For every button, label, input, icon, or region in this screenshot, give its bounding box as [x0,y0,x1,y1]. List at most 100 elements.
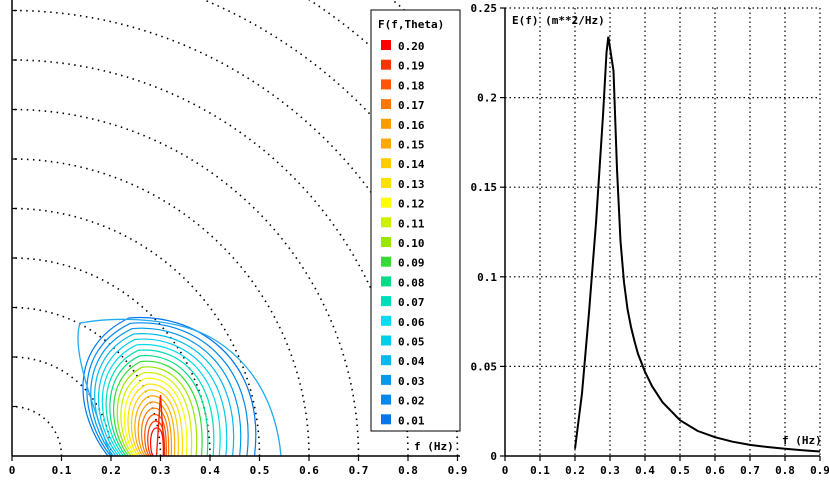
legend-swatch [381,40,391,50]
x-tick-label: 0.1 [530,464,550,477]
x-tick-label: 0.2 [101,464,121,477]
frequency-rings [12,0,460,456]
contour-line [120,371,193,456]
x-tick-label: 0.4 [635,464,655,477]
frequency-spectrum-panel: 0 0.1 0.2 0.3 0.4 0.5 0.6 0.7 0.8 0.9 0 0.05 0.1 0.1… [471,2,829,477]
contour-line [109,355,209,456]
contour-line [134,395,176,456]
frequency-ring [12,356,112,456]
legend-swatch [381,177,391,188]
frequency-ring [12,257,211,456]
legend-label: 0.19 [398,60,425,73]
legend-label: 0.01 [398,414,425,427]
directional-spectrum-panel: 0 0.1 0.2 0.3 0.4 0.5 0.6 0.7 0.8 0.9 f (Hz) F(f,… [9,0,468,477]
legend-label: 0.18 [398,79,425,92]
x-tick-label: 0.6 [299,464,319,477]
legend-swatch [381,256,391,267]
contour-line [101,343,221,456]
x-tick-label: 0.1 [52,464,72,477]
y-tick-label: 0 [490,450,497,463]
x-tick-label: 0.7 [349,464,369,477]
legend-label: 0.06 [398,316,425,329]
left-y-ticks [12,9,17,408]
legend-swatch [381,79,391,90]
x-tick-label: 0.2 [565,464,585,477]
x-tick-label: 0.8 [398,464,418,477]
legend-label: 0.07 [398,296,425,309]
legend-label: 0.11 [398,217,425,230]
y-tick-label: 0.1 [477,271,497,284]
legend-swatch [381,276,391,287]
legend-entries: 0.20 0.19 0.18 0.17 0.16 0.15 0.14 0.13 0.12 0.11… [381,40,425,427]
contour-line [90,327,242,456]
spectrum-series-line [574,36,821,453]
contour-peak [155,394,166,456]
y-tick-label: 0.15 [471,181,498,194]
legend-swatch [381,374,391,385]
left-x-axis-label: f (Hz) [414,440,454,453]
legend-swatch [381,99,391,110]
y-tick-label: 0.05 [471,360,498,373]
legend-swatch [381,217,391,228]
x-tick-label: 0 [502,464,509,477]
legend-swatch [381,118,391,129]
legend-title: F(f,Theta) [378,18,444,31]
x-tick-label: 0.8 [775,464,795,477]
legend-swatch [381,394,391,405]
frequency-ring [12,108,360,456]
contour-line [86,322,249,456]
contour-line [82,316,257,456]
x-tick-label: 0.5 [250,464,270,477]
x-tick-label: 0.6 [705,464,725,477]
contour-line [113,360,203,456]
x-tick-label: 0.3 [600,464,620,477]
x-tick-label: 0.9 [810,464,829,477]
legend-label: 0.12 [398,198,425,211]
legend-label: 0.20 [398,40,425,53]
legend-label: 0.05 [398,336,425,349]
x-tick-label: 0.3 [151,464,171,477]
right-y-axis-label: E(f) (m**2/Hz) [512,14,605,27]
x-tick-label: 0.4 [200,464,220,477]
legend-label: 0.08 [398,276,425,289]
legend-label: 0.15 [398,139,425,152]
contour-line [123,377,188,456]
legend-swatch [381,414,391,425]
grid [505,7,821,456]
contour-outer [77,318,282,456]
contour-line [127,383,184,456]
legend-swatch [381,296,391,307]
contour-line [140,407,170,456]
x-tick-label: 0.5 [670,464,690,477]
legend-swatch [381,335,391,346]
contour-line [137,401,173,456]
y-tick-label: 0.25 [471,2,498,15]
frequency-ring [308,0,460,149]
right-x-ticks: 0 0.1 0.2 0.3 0.4 0.5 0.6 0.7 0.8 0.9 [502,456,829,477]
frequency-ring [12,59,409,456]
legend-label: 0.09 [398,257,425,270]
legend: F(f,Theta) 0.200.190.180.170.160.150.140… [370,9,461,432]
legend-label: 0.10 [398,237,425,250]
legend-label: 0.14 [398,158,425,171]
legend-swatch [381,138,391,149]
legend-swatch [381,355,391,366]
frequency-ring [12,9,459,456]
y-tick-label: 0.2 [477,92,497,105]
x-tick-label: 0 [9,464,16,477]
contour-line [116,366,198,456]
legend-label: 0.16 [398,119,425,132]
legend-label: 0.04 [398,355,425,368]
left-x-ticks: 0 0.1 0.2 0.3 0.4 0.5 0.6 0.7 0.8 0.9 [9,456,468,477]
legend-label: 0.03 [398,375,425,388]
energy-contours [77,316,282,456]
x-tick-label: 0.9 [448,464,468,477]
legend-label: 0.13 [398,178,425,191]
legend-swatch [381,158,391,169]
contour-line [105,349,215,456]
legend-swatch [381,315,391,326]
frequency-ring [12,405,63,456]
right-y-ticks: 0 0.05 0.1 0.15 0.2 0.25 [471,2,505,463]
frequency-ring [391,0,460,68]
right-x-axis-label: f (Hz) [782,434,822,447]
